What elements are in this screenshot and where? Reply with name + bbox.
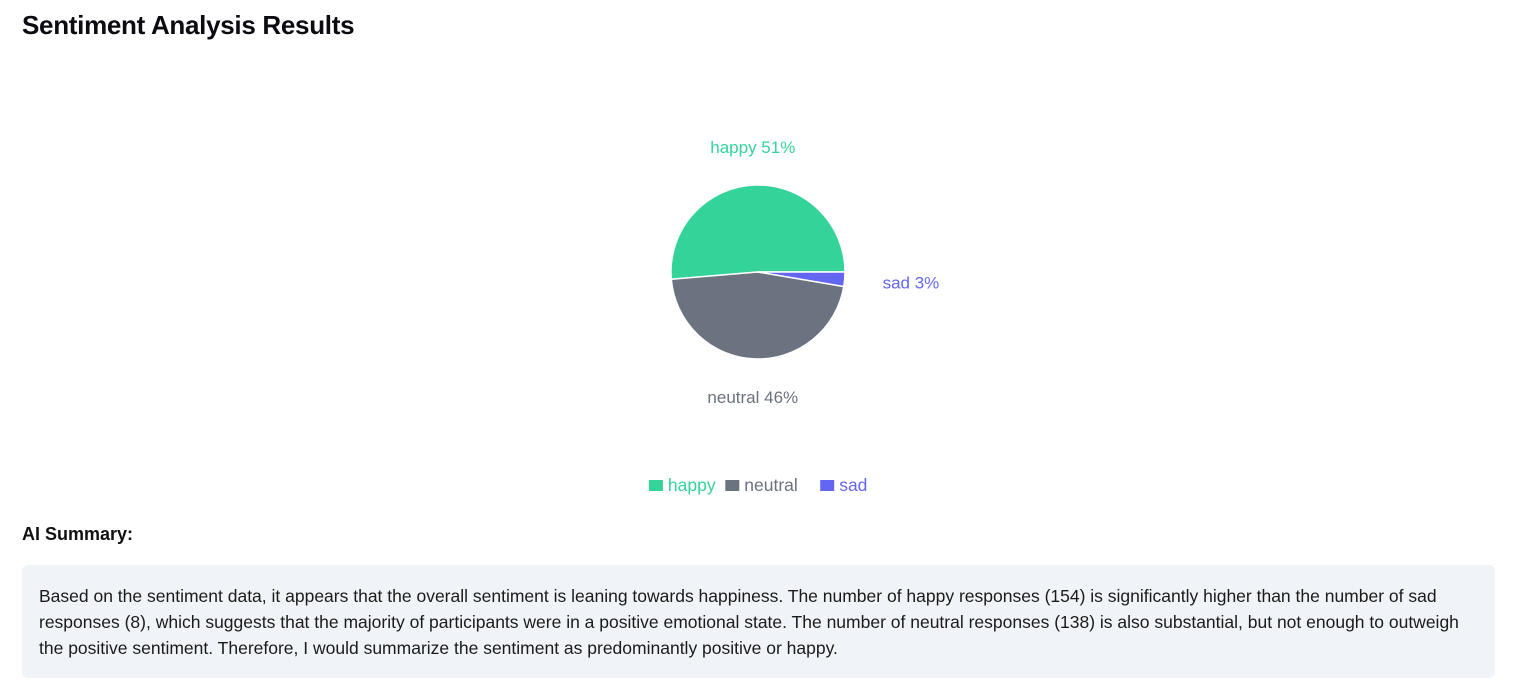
pie-labels: happy 51% neutral 46% sad 3%: [707, 138, 939, 407]
pie-label-neutral: neutral 46%: [707, 388, 798, 407]
pie-slice-happy: [670, 184, 846, 281]
legend-swatch-neutral: [725, 480, 740, 491]
pie-slices: [670, 184, 846, 360]
legend-swatch-happy: [648, 480, 663, 491]
sentiment-pie-chart: happy 51% neutral 46% sad 3% happy neutral s…: [648, 138, 939, 495]
legend-item-sad[interactable]: sad: [820, 475, 867, 495]
legend-swatch-sad: [820, 480, 835, 491]
summary-heading: AI Summary:: [22, 524, 134, 544]
pie-slice-neutral: [670, 271, 845, 360]
summary-box: Based on the sentiment data, it appears …: [22, 565, 1495, 678]
legend-item-happy[interactable]: happy: [648, 475, 716, 495]
pie-slice-sad: [757, 271, 846, 288]
legend-item-neutral[interactable]: neutral: [725, 475, 798, 495]
summary-text: Based on the sentiment data, it appears …: [39, 586, 1459, 658]
legend-label-neutral: neutral: [744, 475, 798, 495]
legend-label-sad: sad: [839, 475, 867, 495]
pie-label-sad: sad 3%: [883, 274, 940, 293]
page-title: Sentiment Analysis Results: [22, 10, 355, 40]
legend-label-happy: happy: [668, 475, 716, 495]
chart-legend: happy neutral sad: [648, 475, 867, 495]
pie-label-happy: happy 51%: [710, 138, 795, 157]
